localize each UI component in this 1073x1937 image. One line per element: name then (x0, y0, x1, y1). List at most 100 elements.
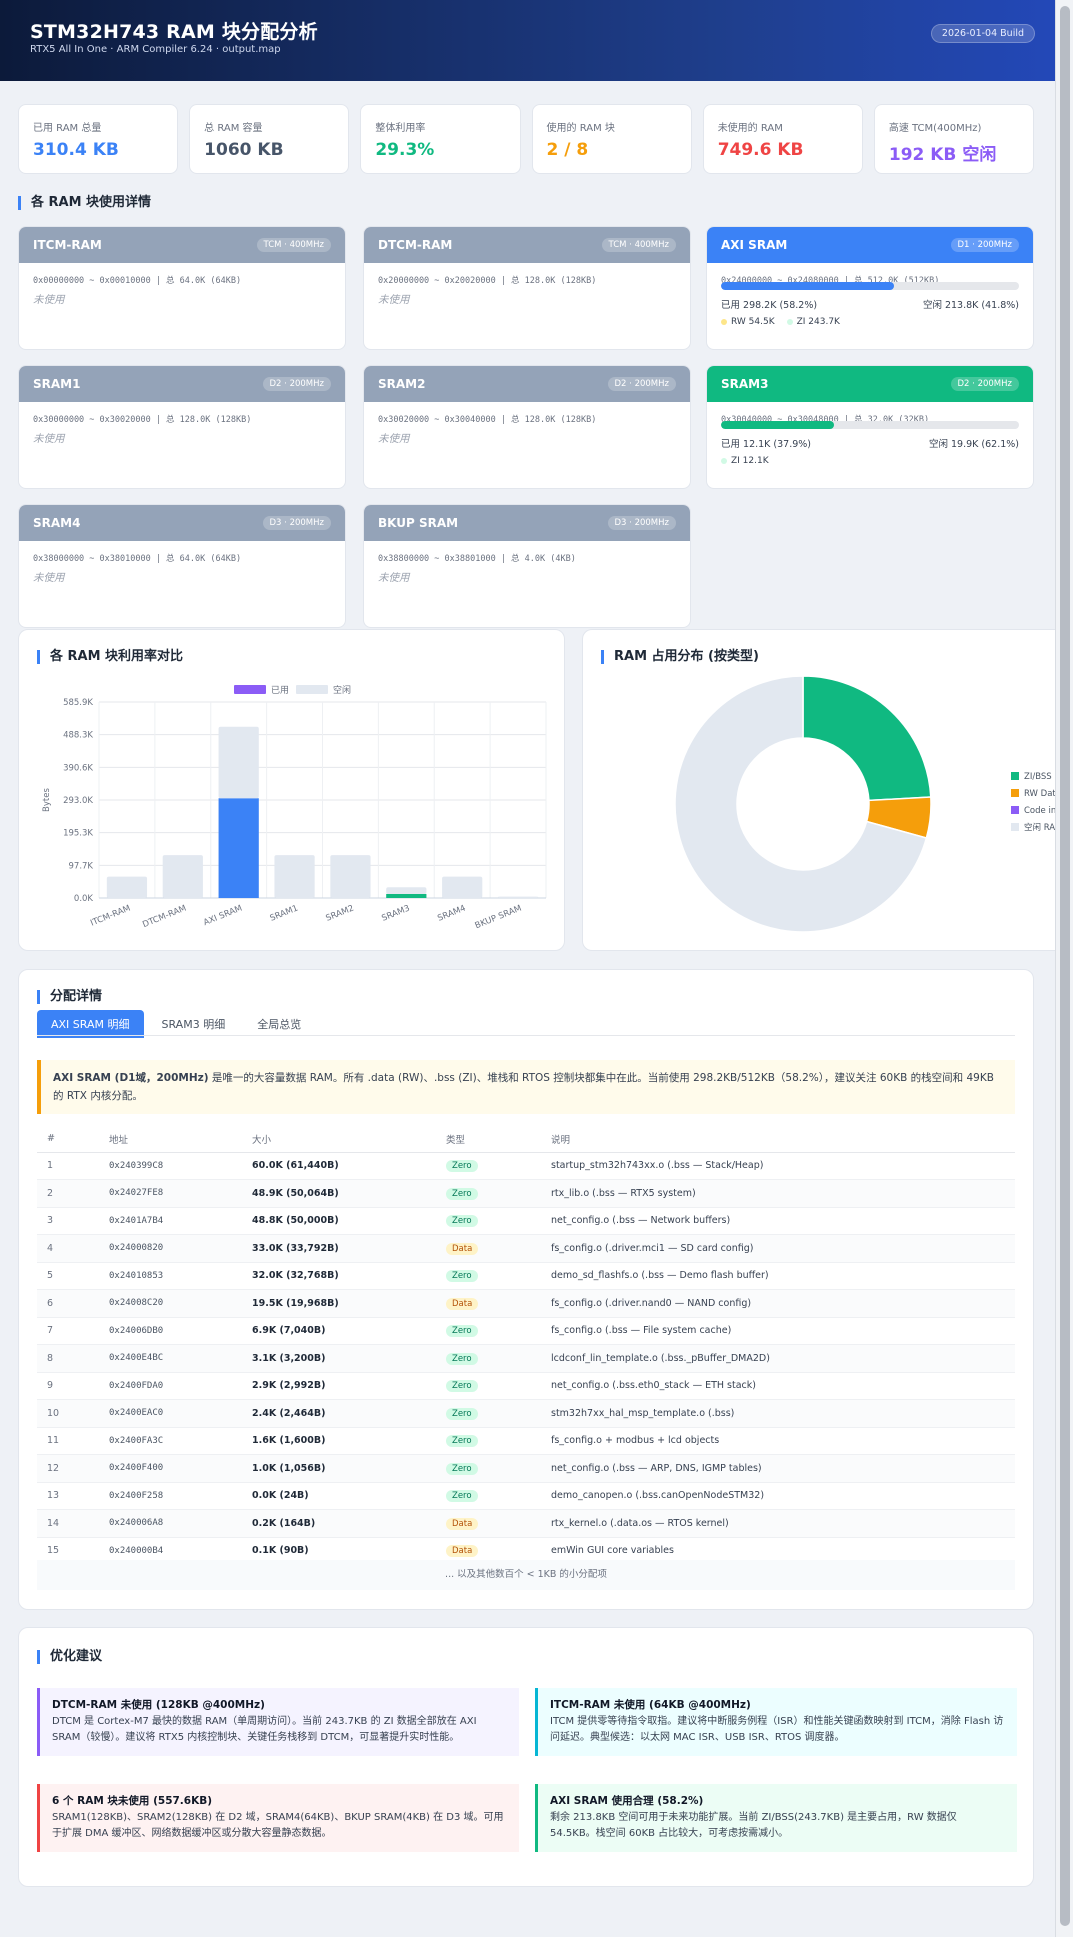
legend-swatch (296, 685, 328, 694)
ram-block-name: ITCM-RAM (33, 238, 102, 252)
bar-used (218, 798, 259, 898)
x-tick-label: DTCM-RAM (141, 904, 188, 931)
stat-label: 已用 RAM 总量 (33, 123, 102, 134)
donut-chart: ZI/BSS RW Dat Code in 空闲 RA (674, 675, 1055, 933)
cell-description: stm32h7xx_hal_msp_template.o (.bss) (541, 1399, 1015, 1428)
y-tick-label: 585.9K (63, 698, 93, 708)
cell-description: demo_sd_flashfs.o (.bss — Demo flash buf… (541, 1262, 1015, 1290)
ram-block-body: 0x00000000 ~ 0x00010000 | 总 64.0K (64KB)… (19, 263, 345, 307)
page-subtitle: RTX5 All In One · ARM Compiler 6.24 · ou… (30, 44, 281, 55)
y-tick-label: 195.3K (63, 829, 93, 839)
type-badge: Zero (446, 1435, 478, 1448)
ram-block-address: 0x30020000 ~ 0x30040000 | 总 128.0K (128K… (378, 415, 597, 425)
pie-legend-label: ZI/BSS (1024, 772, 1052, 782)
pie-chart-panel: RAM 占用分布 (按类型) ZI/BSS RW Dat Code in 空闲 RA (582, 629, 1055, 951)
stat-label: 整体利用率 (375, 123, 426, 134)
cell-type: Data (436, 1509, 541, 1538)
col-desc: 说明 (541, 1126, 1015, 1153)
ram-block-body: 0x38000000 ~ 0x38010000 | 总 64.0K (64KB)… (19, 541, 345, 585)
pie-legend-swatch (1011, 772, 1019, 780)
stat-value: 1060 KB (204, 140, 284, 160)
col-address: 地址 (99, 1126, 242, 1153)
pie-legend-label: 空闲 RA (1024, 822, 1055, 833)
bar-free (497, 896, 539, 898)
ram-block-domain-badge: D2 · 200MHz (950, 377, 1019, 391)
legend-label: ZI 12.1K (731, 456, 769, 466)
stat-label: 总 RAM 容量 (204, 123, 263, 134)
cell-index: 8 (37, 1344, 99, 1373)
table-header-row: # 地址 大小 类型 说明 (37, 1126, 1015, 1153)
tab-sram3[interactable]: SRAM3 明细 (161, 1018, 226, 1031)
legend-swatch (234, 685, 266, 694)
cell-index: 6 (37, 1289, 99, 1318)
usage-bar (721, 421, 1019, 429)
cell-type: Zero (436, 1317, 541, 1345)
ram-block-domain-badge: TCM · 400MHz (601, 238, 676, 252)
cell-type: Data (436, 1289, 541, 1318)
tab-axi-sram[interactable]: AXI SRAM 明细 (37, 1010, 144, 1038)
suggestion-text: DTCM 是 Cortex-M7 最快的数据 RAM（单周期访问）。当前 243… (52, 1716, 477, 1743)
build-badge: 2026-01-04 Build (930, 24, 1035, 43)
suggestion-card: DTCM-RAM 未使用 (128KB @400MHz) DTCM 是 Corte… (37, 1688, 519, 1756)
cell-description: rtx_lib.o (.bss — RTX5 system) (541, 1179, 1015, 1208)
cell-size: 48.8K (50,000B) (242, 1207, 436, 1235)
scrollbar[interactable] (1055, 0, 1073, 1937)
cell-index: 7 (37, 1317, 99, 1345)
table-row: 4 0x24000820 33.0K (33,792B) Data fs_config.… (37, 1234, 1015, 1263)
cell-address: 0x24010853 (99, 1262, 242, 1290)
ram-block-domain-badge: D2 · 200MHz (262, 377, 331, 391)
cell-size: 48.9K (50,064B) (242, 1179, 436, 1208)
ram-block-name: SRAM1 (33, 377, 81, 391)
suggestion-text: SRAM1(128KB)、SRAM2(128KB) 在 D2 域，SRAM4(6… (52, 1812, 504, 1839)
table-row: 8 0x2400E4BC 3.1K (3,200B) Zero lcdconf_lin_… (37, 1344, 1015, 1373)
type-badge: Data (446, 1242, 479, 1255)
stat-label: 高速 TCM(400MHz) (888, 123, 982, 134)
cell-address: 0x24008C20 (99, 1289, 242, 1318)
stat-value: 310.4 KB (33, 140, 119, 160)
x-tick-label: AXI SRAM (202, 904, 244, 929)
y-axis-label: Bytes (42, 788, 52, 812)
cell-description: demo_canopen.o (.bss.canOpenNodeSTM32) (541, 1482, 1015, 1510)
cell-description: fs_config.o (.driver.mci1 — SD card conf… (541, 1234, 1015, 1263)
cell-size: 32.0K (32,768B) (242, 1262, 436, 1290)
cell-address: 0x24027FE8 (99, 1179, 242, 1208)
x-tick-label: SRAM3 (380, 904, 411, 924)
y-tick-label: 390.6K (63, 763, 93, 773)
y-tick-label: 293.0K (63, 796, 93, 806)
legend-dot (721, 318, 727, 325)
bar-free (274, 855, 315, 898)
unused-label: 未使用 (378, 433, 410, 445)
cell-description: net_config.o (.bss — ARP, DNS, IGMP tabl… (541, 1454, 1015, 1483)
ram-block-name: DTCM-RAM (378, 238, 453, 252)
cell-size: 0.0K (24B) (242, 1482, 436, 1510)
y-tick-label: 488.3K (63, 731, 93, 741)
bar-chart-title: 各 RAM 块利用率对比 (37, 650, 183, 664)
type-badge: Zero (446, 1380, 478, 1393)
cell-index: 9 (37, 1372, 99, 1400)
cell-type: Zero (436, 1482, 541, 1510)
details-tabs: AXI SRAM 明细 SRAM3 明细 全局总览 (37, 1010, 315, 1038)
note-bold: AXI SRAM (D1域，200MHz) (53, 1072, 209, 1084)
table-row: 14 0x240006A8 0.2K (164B) Data rtx_kernel.o … (37, 1509, 1015, 1538)
table-row: 13 0x2400F258 0.0K (24B) Zero demo_canopen.o… (37, 1482, 1015, 1510)
ram-block-card: SRAM1 D2 · 200MHz 0x30000000 ~ 0x30020000 … (18, 365, 346, 489)
bar-free (442, 876, 483, 898)
bar-free (162, 855, 203, 898)
suggestions-panel: 优化建议 DTCM-RAM 未使用 (128KB @400MHz) DTCM 是 … (18, 1627, 1034, 1887)
legend-label: ZI 243.7K (796, 317, 840, 327)
ram-block-address: 0x24000000 ~ 0x24080000 | 总 512.0K (512K… (721, 276, 940, 286)
suggestion-card: ITCM-RAM 未使用 (64KB @400MHz) ITCM 提供零等待指令取… (535, 1688, 1017, 1756)
cell-address: 0x24006DB0 (99, 1317, 242, 1345)
type-badge: Zero (446, 1325, 478, 1338)
scrollbar-thumb[interactable] (1060, 6, 1070, 1926)
tab-overview[interactable]: 全局总览 (257, 1018, 302, 1031)
cell-size: 2.9K (2,992B) (242, 1372, 436, 1400)
ram-block-domain-badge: TCM · 400MHz (256, 238, 331, 252)
used-text: 已用 12.1K (37.9%) (721, 439, 812, 450)
ram-block-header: AXI SRAM D1 · 200MHz (707, 227, 1033, 263)
pie-chart-title: RAM 占用分布 (按类型) (601, 650, 759, 664)
usage-summary: 已用 298.2K (58.2%) 空闲 213.8K (41.8%) (721, 297, 1019, 311)
stat-label: 未使用的 RAM (717, 123, 783, 134)
table-row: 7 0x24006DB0 6.9K (7,040B) Zero fs_config.o … (37, 1317, 1015, 1345)
ram-block-card: SRAM4 D3 · 200MHz 0x38000000 ~ 0x38010000 … (18, 504, 346, 628)
